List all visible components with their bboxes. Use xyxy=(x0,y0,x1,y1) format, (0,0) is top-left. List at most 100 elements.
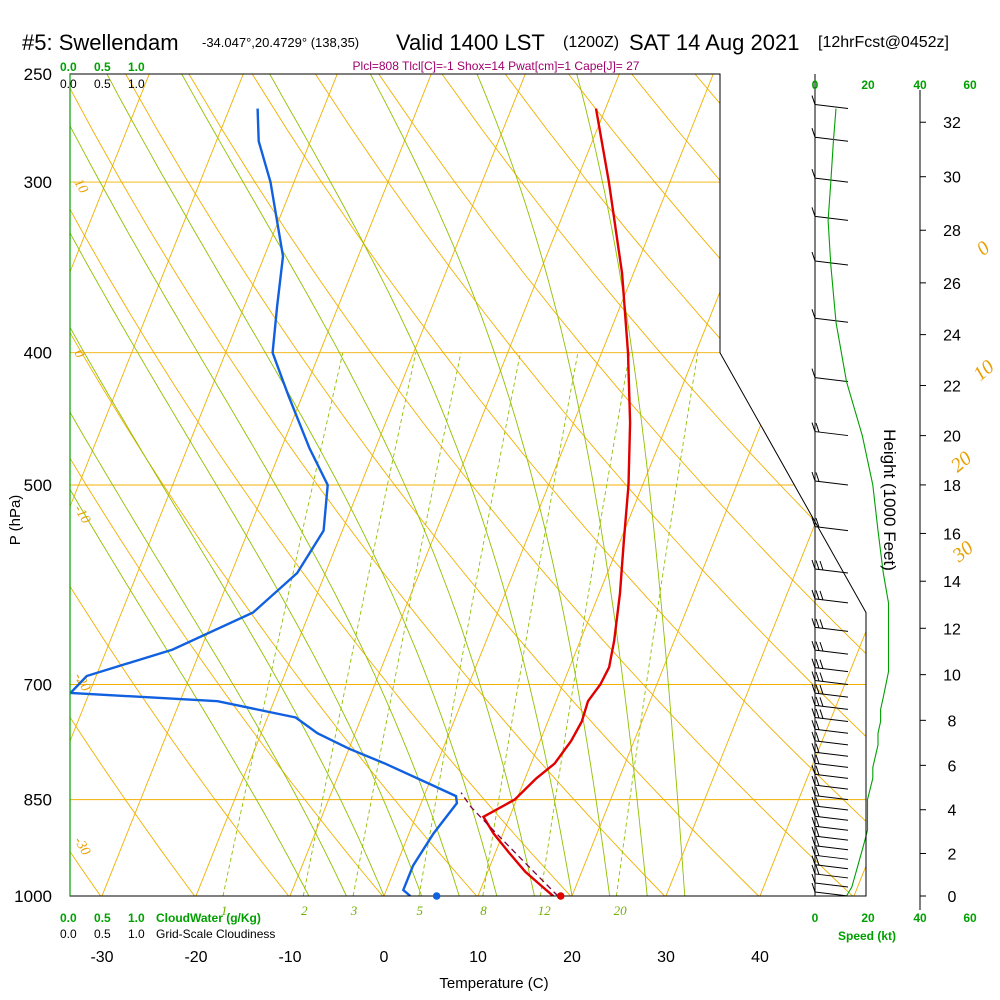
height-tick-label: 18 xyxy=(943,478,961,495)
surface-dewpoint-dot xyxy=(432,892,441,900)
wind-barb xyxy=(814,805,849,811)
gc-top-tick-1: 0.5 xyxy=(94,77,111,91)
wind-barb xyxy=(814,667,849,673)
pressure-tick-label: 700 xyxy=(24,676,52,695)
cw-bottom-tick-0: 0.0 xyxy=(60,911,77,925)
height-tick-label: 14 xyxy=(943,574,961,591)
dry-adiabat-line xyxy=(115,74,866,896)
dry-adiabat-line xyxy=(471,74,866,896)
dry-adiabat-line xyxy=(234,74,866,896)
isotherm-label: 10 xyxy=(969,356,998,386)
isotherm-line xyxy=(559,74,866,896)
station-title: #5: Swellendam xyxy=(22,30,179,55)
speed-bottom-tick-0: 0 xyxy=(812,911,819,925)
wind-barb-feather xyxy=(815,817,820,827)
wind-speed-profile xyxy=(827,108,890,897)
wind-barb-feather xyxy=(815,743,820,753)
dry-adiabat-line xyxy=(70,74,122,896)
speed-top-tick-0: 0 xyxy=(812,78,819,92)
wind-barb-feather xyxy=(815,837,820,847)
wind-barb xyxy=(814,377,849,383)
wind-barb-feather xyxy=(819,560,824,571)
gc-top-tick-2: 1.0 xyxy=(128,77,145,91)
isotherm-line xyxy=(465,74,861,896)
cw-top-tick-1: 0.5 xyxy=(94,60,111,74)
wind-barb-feather xyxy=(815,776,820,786)
cw-top-tick-2: 1.0 xyxy=(128,60,145,74)
dry-adiabat-line xyxy=(352,74,866,896)
isotherm-label: -30 xyxy=(71,835,93,859)
dry-adiabat-line xyxy=(70,74,694,896)
pressure-tick-label: 850 xyxy=(24,791,52,810)
pressure-tick-label: 400 xyxy=(24,344,52,363)
speed-label: Speed (kt) xyxy=(838,929,896,943)
speed-top-tick-3: 60 xyxy=(963,78,977,92)
wind-barb xyxy=(814,626,849,632)
wind-barb xyxy=(814,773,849,779)
height-tick-label: 2 xyxy=(948,846,957,863)
wind-barb xyxy=(814,680,849,686)
moist-adiabat-line xyxy=(70,74,310,896)
moist-adiabat-line xyxy=(370,74,611,896)
wind-barb-feather xyxy=(815,827,820,837)
mixing-ratio-label: 1 xyxy=(221,903,228,918)
isotherm-line xyxy=(70,74,203,896)
dry-adiabat-line xyxy=(70,74,408,896)
wind-barb xyxy=(814,598,849,604)
wind-barb xyxy=(814,825,849,831)
station-coords: -34.047°,20.4729° (138,35) xyxy=(202,35,359,50)
wind-barb-feather xyxy=(815,671,820,682)
wind-barb xyxy=(814,136,849,142)
mixing-ratio-label: 20 xyxy=(614,903,628,918)
wind-barb-feather xyxy=(815,472,820,482)
mixing-ratio-line xyxy=(352,352,462,896)
speed-top-tick-2: 40 xyxy=(913,78,927,92)
wind-layer xyxy=(811,95,890,897)
gc-top-tick-0: 0.0 xyxy=(60,77,77,91)
dry-adiabat-line xyxy=(70,74,599,896)
valid-time: Valid 1400 LST xyxy=(396,30,545,55)
wind-barb-feather xyxy=(819,697,824,707)
wind-barb xyxy=(814,762,849,768)
gc-bottom-tick-0: 0.0 xyxy=(60,927,77,941)
wind-barb-feather xyxy=(815,754,820,765)
dry-adiabat-line xyxy=(70,74,217,896)
wind-barb-feather xyxy=(815,517,820,528)
height-tick-label: 10 xyxy=(943,668,961,685)
wind-barb-feather xyxy=(815,865,820,875)
wind-barb xyxy=(814,891,849,897)
grid-layer xyxy=(70,74,866,896)
wind-barb-feather xyxy=(815,846,820,856)
moist-adiabat-line xyxy=(106,74,498,896)
wind-barb xyxy=(814,845,849,851)
mixing-ratio-label: 3 xyxy=(350,903,358,918)
dry-adiabat-line xyxy=(412,74,866,896)
pressure-tick-label: 1000 xyxy=(14,887,52,906)
moist-adiabat-line xyxy=(476,74,648,896)
moist-adiabat-line xyxy=(70,74,423,896)
mixing-ratio-label: 8 xyxy=(480,903,487,918)
temperature-profile xyxy=(481,108,632,896)
wind-barb-feather xyxy=(815,641,820,651)
wind-barb xyxy=(814,740,849,746)
isotherm-line xyxy=(371,74,767,896)
mixing-ratio-label: 2 xyxy=(301,903,308,918)
wind-barb xyxy=(814,728,849,734)
wind-barb-feather xyxy=(819,684,824,695)
speed-top-tick-1: 20 xyxy=(861,78,875,92)
y-axis-title: P (hPa) xyxy=(7,495,24,546)
height-tick-label: 24 xyxy=(943,328,961,345)
temperature-tick-label: 10 xyxy=(469,949,487,966)
height-tick-label: 6 xyxy=(948,758,957,775)
gc-bottom-tick-2: 1.0 xyxy=(128,927,145,941)
height-tick-label: 26 xyxy=(943,276,961,293)
isotherm-line xyxy=(70,74,391,896)
moist-adiabat-line xyxy=(70,74,347,896)
wind-barb xyxy=(814,568,849,574)
height-tick-label: 8 xyxy=(948,713,957,730)
speed-bottom-tick-1: 20 xyxy=(861,911,875,925)
wind-barb xyxy=(814,526,849,532)
height-tick-label: 12 xyxy=(943,621,961,638)
wind-barb-feather xyxy=(815,732,820,742)
